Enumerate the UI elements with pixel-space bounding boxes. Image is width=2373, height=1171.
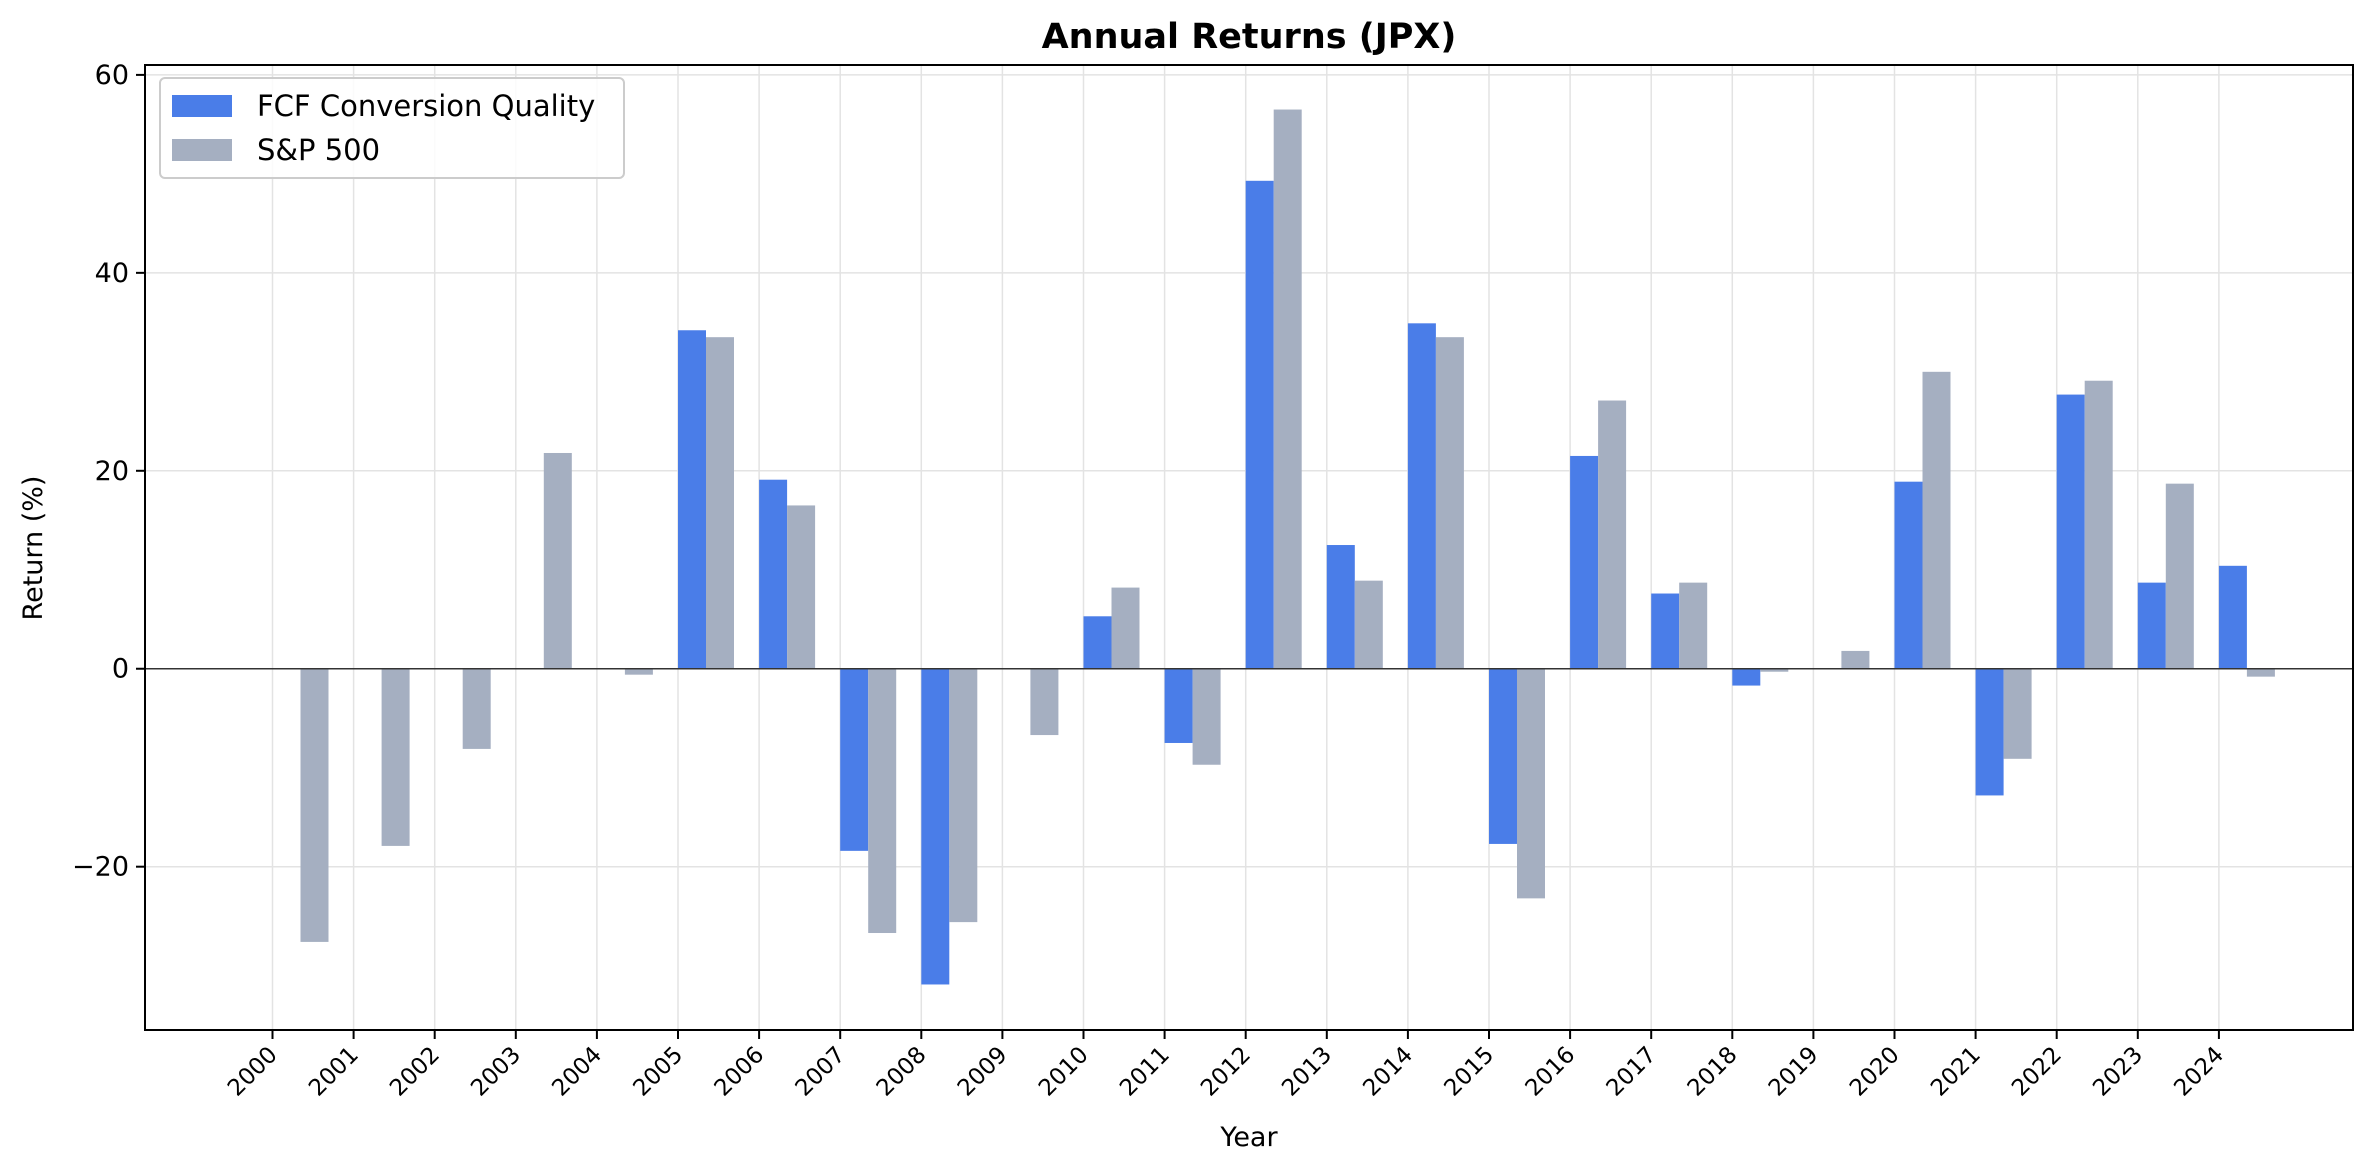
bar-sp500 [1679, 582, 1708, 669]
bar-sp500 [1922, 371, 1951, 669]
x-tick-label: 2009 [953, 1042, 1013, 1102]
bars [145, 109, 2353, 985]
bar-sp500 [1760, 668, 1789, 672]
legend: FCF Conversion Quality S&P 500 [159, 77, 625, 179]
x-tick-label: 2003 [466, 1042, 526, 1102]
x-tick-label: 2020 [1845, 1042, 1905, 1102]
bar-sp500 [1111, 587, 1140, 669]
x-tick-label: 2015 [1439, 1042, 1499, 1102]
bar-fcf-conversion-quality [1732, 668, 1761, 686]
y-tick-label: 0 [112, 654, 129, 685]
x-tick-label: 2013 [1277, 1042, 1337, 1102]
bar-sp500 [1354, 580, 1383, 669]
bar-sp500 [2165, 483, 2194, 669]
y-axis-label: Return (%) [18, 476, 49, 621]
bar-fcf-conversion-quality [1894, 481, 1923, 669]
x-axis-label: Year [1219, 1122, 1278, 1153]
x-tick-label: 2023 [2088, 1042, 2148, 1102]
bar-fcf-conversion-quality [1489, 668, 1517, 844]
legend-label-sp500: S&P 500 [257, 133, 380, 167]
y-tick-label: 60 [95, 60, 129, 91]
legend-swatch-fcf [172, 95, 232, 117]
plot-frame [144, 64, 2354, 1031]
bar-fcf-conversion-quality [1245, 180, 1274, 669]
bar-fcf-conversion-quality [1164, 668, 1193, 743]
x-tick-label: 2019 [1764, 1042, 1824, 1102]
bar-fcf-conversion-quality [1326, 545, 1355, 669]
bar-sp500 [624, 668, 653, 675]
bar-sp500 [1841, 650, 1870, 669]
legend-label-fcf: FCF Conversion Quality [257, 89, 595, 123]
x-tick-label: 2018 [1683, 1042, 1743, 1102]
x-tick-label: 2017 [1602, 1042, 1662, 1102]
bar-sp500 [1273, 109, 1302, 669]
bar-fcf-conversion-quality [2137, 582, 2166, 669]
bar-sp500 [1030, 668, 1059, 736]
y-axis: −20 0 20 40 60 [72, 60, 145, 883]
bar-fcf-conversion-quality [921, 668, 950, 985]
x-tick-label: 2010 [1034, 1042, 1094, 1102]
x-tick-label: 2005 [628, 1042, 688, 1102]
bar-fcf-conversion-quality [840, 668, 869, 851]
bar-sp500 [2084, 380, 2113, 669]
bar-fcf-conversion-quality [2218, 565, 2247, 669]
legend-frame [159, 77, 625, 179]
bar-sp500 [300, 668, 329, 942]
x-tick-label: 2007 [791, 1042, 851, 1102]
x-tick-label: 2002 [385, 1042, 445, 1102]
bar-sp500 [2003, 668, 2032, 759]
x-tick-label: 2022 [2007, 1042, 2067, 1102]
x-tick-label: 2021 [1926, 1042, 1986, 1102]
bar-fcf-conversion-quality [1083, 616, 1112, 669]
bar-sp500 [1192, 668, 1221, 765]
bar-fcf-conversion-quality [678, 330, 706, 669]
legend-swatch-sp500 [172, 139, 232, 161]
bar-sp500 [787, 505, 816, 669]
x-tick-label: 2006 [710, 1042, 770, 1102]
x-tick-label: 2016 [1521, 1042, 1581, 1102]
bar-fcf-conversion-quality [1651, 593, 1680, 669]
bar-fcf-conversion-quality [1570, 455, 1599, 669]
x-axis: 2000 2001 2002 2003 2004 2005 2006 2007 2008 2009… [223, 1030, 2229, 1102]
bar-sp500 [1435, 337, 1464, 669]
bar-fcf-conversion-quality [1407, 323, 1436, 669]
x-tick-label: 2000 [223, 1042, 283, 1102]
bar-fcf-conversion-quality [1975, 668, 2004, 796]
bar-sp500 [2246, 668, 2275, 677]
x-tick-label: 2024 [2169, 1042, 2229, 1102]
y-tick-label: −20 [72, 852, 129, 883]
bar-fcf-conversion-quality [2056, 394, 2085, 669]
x-tick-label: 2012 [1196, 1042, 1256, 1102]
bar-sp500 [1598, 400, 1627, 669]
bar-sp500 [543, 452, 572, 669]
bar-sp500 [1517, 668, 1545, 899]
bar-sp500 [462, 668, 491, 749]
bar-sp500 [706, 337, 734, 669]
bar-sp500 [949, 668, 978, 923]
x-tick-label: 2008 [872, 1042, 932, 1102]
chart-title: Annual Returns (JPX) [1042, 17, 1457, 57]
y-tick-label: 20 [95, 456, 129, 487]
x-tick-label: 2001 [304, 1042, 364, 1102]
y-tick-label: 40 [95, 258, 129, 289]
bar-sp500 [868, 668, 897, 934]
bar-fcf-conversion-quality [759, 479, 788, 669]
bar-sp500 [381, 668, 410, 846]
x-tick-label: 2004 [547, 1042, 607, 1102]
x-tick-label: 2014 [1358, 1042, 1418, 1102]
x-tick-label: 2011 [1115, 1042, 1175, 1102]
